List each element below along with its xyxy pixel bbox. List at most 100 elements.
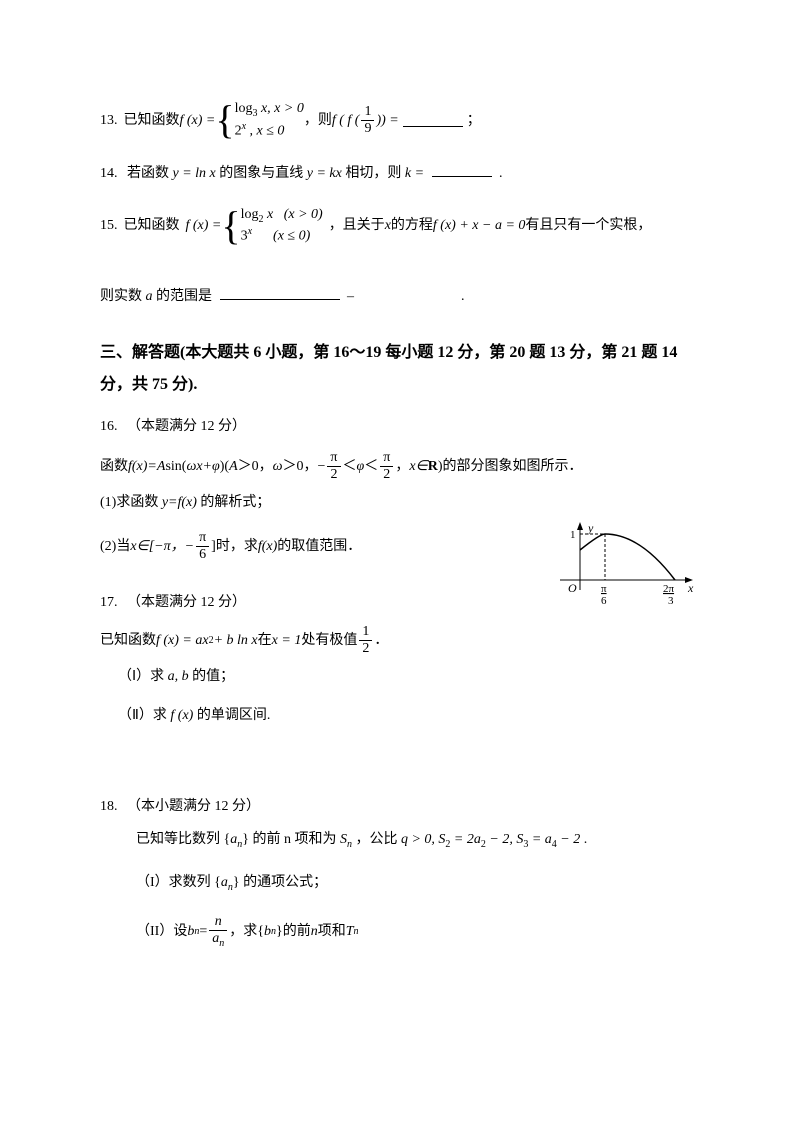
q15-c1b: x [263, 207, 273, 222]
q14-num: 14. [100, 166, 118, 181]
graph-y-label: y [587, 521, 594, 535]
q17-p1b: 的值； [192, 669, 234, 684]
q15-l2b: 的范围是 [156, 289, 212, 304]
q15-pre: 已知函数 [124, 215, 180, 236]
q13-mid: ，则 [304, 110, 332, 131]
graph-x-label: x [687, 581, 694, 595]
q16-frac2: π 2 [380, 451, 393, 482]
sine-graph-icon: y x 1 O π 6 2π 3 [550, 520, 700, 610]
q15-tail: 有且只有一个实根， [525, 215, 651, 236]
q15-l2a: 则实数 [100, 289, 146, 304]
q13-num: 13. [100, 110, 118, 131]
q16-title: （本题满分 12 分） [127, 419, 246, 434]
q16-p1: (1)求函数 [100, 495, 162, 510]
q13-frac: 1 9 [361, 105, 374, 136]
q13-case2-rest: , x ≤ 0 [246, 123, 284, 138]
q18-p1b: 的通项公式； [243, 875, 327, 890]
q13-ff: f ( f ( [332, 110, 360, 131]
q16-graph: y x 1 O π 6 2π 3 [550, 520, 700, 617]
graph-t2t: 2π [663, 583, 675, 595]
graph-O: O [568, 581, 577, 595]
q16-om: ω [273, 456, 283, 477]
q15-a: a [146, 289, 153, 304]
q13-case1-log: log [235, 101, 253, 116]
q17-p2: （Ⅱ）求 [118, 708, 170, 723]
q16-lt1: ＜ [343, 456, 357, 477]
q17-title: （本题满分 12 分） [127, 595, 246, 610]
q18-m1: − 2, S [489, 832, 523, 847]
q15-c2s: x [248, 226, 252, 237]
q17-hn: 1 [359, 625, 372, 641]
q16-xin: x∈[−π，− [130, 536, 194, 557]
q16-R: R [428, 456, 438, 477]
q17-p2b: 的单调区间. [197, 708, 271, 723]
graph-t1t: π [601, 583, 607, 595]
q16-p1b: 的解析式； [200, 495, 270, 510]
q14-t2: 的图象与直线 [219, 166, 307, 181]
q13-text-pre: 已知函数 [124, 110, 180, 131]
q15-mid: ，且关于 [329, 215, 385, 236]
q13-ff-end: )) = [376, 110, 398, 131]
q15-c2c: (x ≤ 0) [273, 229, 310, 244]
graph-one: 1 [570, 529, 576, 541]
q16-l1a: 函数 [100, 456, 128, 477]
q16-paren: )( [220, 456, 229, 477]
q18-frac: n an [209, 915, 227, 949]
q16-sin: sin( [165, 456, 186, 477]
q16-fx: f(x)=A [128, 456, 165, 477]
q17-frac: 1 2 [359, 625, 372, 656]
q15-c1c: (x > 0) [284, 207, 323, 222]
q15-period: . [461, 289, 465, 304]
q16-phi: φ [357, 456, 365, 477]
q18-p2: （II）设 [136, 921, 187, 942]
question-13: 13. 已知函数 f (x) = { log3 x, x > 0 2x , x … [100, 100, 710, 141]
q16-pi2: π [380, 451, 393, 467]
graph-t2b: 3 [668, 595, 674, 607]
q18-l1: 已知等比数列 [136, 832, 224, 847]
q16-A: A [229, 456, 238, 477]
q18-an2: a [221, 875, 228, 890]
q13-cases: log3 x, x > 0 2x , x ≤ 0 [235, 100, 304, 141]
q13-fx: f (x) = [180, 110, 216, 131]
q16-gt1: ＞0， [238, 456, 273, 477]
q16-frac1: π 2 [327, 451, 340, 482]
q13-blank [403, 113, 463, 127]
q14-blank [432, 163, 492, 177]
q18-m2: − 2 [560, 832, 580, 847]
q16-two1: 2 [327, 467, 340, 482]
q15-c1a: log [241, 207, 259, 222]
q17-num: 17. [100, 595, 118, 610]
q16-frac3: π 6 [196, 531, 209, 562]
q18-n2: n [347, 839, 352, 850]
q16-p2b: ]时，求 [211, 536, 258, 557]
graph-t1b: 6 [601, 595, 607, 607]
q17-fx: f (x) = ax [156, 630, 209, 651]
q18-s2: 2 [445, 839, 450, 850]
q14-k: k = [405, 166, 428, 181]
q14-t1: 若函数 [127, 166, 173, 181]
q18-num: 18. [100, 799, 118, 814]
q17-hd: 2 [359, 641, 372, 656]
q15-fx: f (x) = [186, 215, 222, 236]
q18-eq1: = 2a [454, 832, 481, 847]
q16-p2: (2)当 [100, 536, 130, 557]
q18-p1: （I）求数列 [136, 875, 214, 890]
section-3-title: 三、解答题(本大题共 6 小题，第 16～19 每小题 12 分，第 20 题 … [100, 337, 710, 401]
q14-t3: 相切，则 [345, 166, 405, 181]
q13-frac-n: 1 [361, 105, 374, 121]
q18-a4: 4 [552, 839, 557, 850]
q17-fx2: f (x) [170, 708, 193, 723]
q16-omega: ωx+φ [186, 456, 219, 477]
question-14: 14. 若函数 y = ln x 的图象与直线 y = kx 相切，则 k = … [100, 163, 710, 184]
q16-gt2: ＞0，− [283, 456, 326, 477]
q18-title: （本小题满分 12 分） [127, 799, 260, 814]
brace-icon: { [215, 100, 234, 140]
q18-Sn: S [340, 832, 347, 847]
q14-eq2: y = kx [307, 166, 342, 181]
q17-x1: x = 1 [272, 630, 302, 651]
q18-period: . [584, 832, 588, 847]
q16-yfx: y=f(x) [162, 495, 197, 510]
q13-frac-d: 9 [361, 121, 374, 136]
q17-at: 在 [258, 630, 272, 651]
q17-plus: + b ln x [214, 630, 258, 651]
